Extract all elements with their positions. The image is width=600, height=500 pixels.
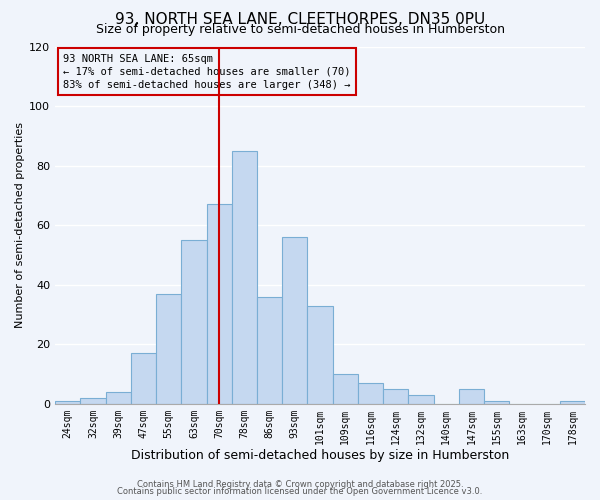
Y-axis label: Number of semi-detached properties: Number of semi-detached properties [15, 122, 25, 328]
Text: 93 NORTH SEA LANE: 65sqm
← 17% of semi-detached houses are smaller (70)
83% of s: 93 NORTH SEA LANE: 65sqm ← 17% of semi-d… [63, 54, 350, 90]
Bar [257, 296, 282, 404]
Bar [307, 306, 332, 404]
Bar [484, 401, 509, 404]
Text: 93, NORTH SEA LANE, CLEETHORPES, DN35 0PU: 93, NORTH SEA LANE, CLEETHORPES, DN35 0P… [115, 12, 485, 28]
Text: Contains HM Land Registry data © Crown copyright and database right 2025.: Contains HM Land Registry data © Crown c… [137, 480, 463, 489]
Bar [181, 240, 206, 404]
Bar [383, 389, 409, 404]
Bar [106, 392, 131, 404]
Bar [55, 401, 80, 404]
Bar [560, 401, 585, 404]
Bar [206, 204, 232, 404]
Bar [358, 383, 383, 404]
Bar [282, 237, 307, 404]
Bar [409, 395, 434, 404]
Bar [131, 353, 156, 404]
Bar [156, 294, 181, 404]
Text: Size of property relative to semi-detached houses in Humberston: Size of property relative to semi-detach… [95, 22, 505, 36]
Bar [232, 150, 257, 404]
Bar [80, 398, 106, 404]
Bar [332, 374, 358, 404]
X-axis label: Distribution of semi-detached houses by size in Humberston: Distribution of semi-detached houses by … [131, 450, 509, 462]
Text: Contains public sector information licensed under the Open Government Licence v3: Contains public sector information licen… [118, 487, 482, 496]
Bar [459, 389, 484, 404]
